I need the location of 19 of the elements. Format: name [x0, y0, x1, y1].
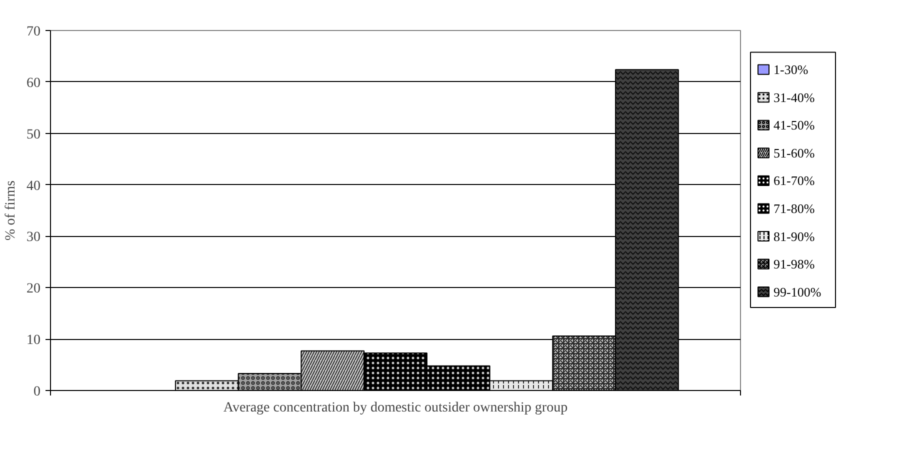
y-tick-label: 30	[26, 230, 40, 246]
y-axis-title: % of firms	[4, 180, 18, 240]
legend-label: 71-80%	[774, 200, 815, 216]
legend-label: 81-90%	[774, 228, 815, 244]
y-tick-label: 10	[26, 333, 40, 348]
x-axis-title: Average concentration by domestic outsider ownership group	[223, 400, 568, 416]
legend-label: 51-60%	[774, 145, 815, 160]
y-tick-label: 60	[26, 76, 40, 91]
y-tick-label: 0	[34, 384, 40, 400]
y-tick-label: 20	[26, 282, 40, 297]
legend-label: 31-40%	[774, 90, 815, 105]
y-tick-label: 40	[26, 178, 40, 194]
y-tick-label: 70	[26, 24, 40, 40]
legend-label: 61-70%	[774, 173, 815, 188]
legend-label: 1-30%	[774, 62, 808, 78]
legend-label: 91-98%	[774, 256, 815, 272]
y-tick-label: 50	[26, 127, 40, 142]
legend-label: 41-50%	[774, 118, 815, 133]
legend-label: 99-100%	[774, 284, 822, 300]
